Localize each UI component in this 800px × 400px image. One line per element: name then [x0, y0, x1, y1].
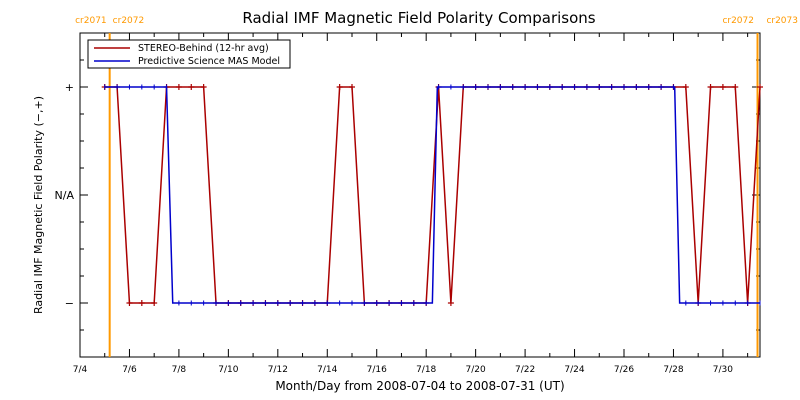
y-axis-label: Radial IMF Magnetic Field Polarity (−,+): [32, 96, 45, 314]
x-tick-label: 7/12: [268, 365, 288, 375]
rotation-marker-right-label: cr2073: [766, 16, 798, 26]
data-point-stereo: [349, 84, 355, 90]
x-tick-label: 7/14: [317, 365, 337, 375]
data-point-stereo: [138, 300, 145, 306]
x-tick-label: 7/16: [367, 365, 387, 375]
data-point-stereo: [126, 300, 133, 306]
data-point-stereo: [336, 84, 343, 90]
legend-box: [87, 39, 291, 69]
data-point-stereo: [151, 300, 158, 306]
x-tick-label: 7/4: [73, 365, 88, 375]
x-tick-label: 7/30: [713, 365, 733, 375]
x-tick-label: 7/18: [416, 365, 436, 375]
series-line-mas: [104, 86, 760, 304]
rotation-marker-left-label: cr2071: [75, 16, 107, 26]
legend-label-stereo: STEREO-Behind (12-hr avg): [138, 43, 269, 54]
series-layer: [101, 84, 763, 306]
data-point-stereo: [707, 84, 714, 90]
x-tick-label: 7/6: [122, 365, 137, 375]
chart-title: Radial IMF Magnetic Field Polarity Compa…: [242, 9, 595, 27]
x-tick-label: 7/26: [614, 365, 634, 375]
y-tick-label: −: [65, 297, 74, 310]
data-point-stereo: [447, 300, 454, 306]
data-point-stereo: [175, 84, 182, 90]
data-point-stereo: [757, 84, 763, 90]
x-tick-label: 7/10: [218, 365, 238, 375]
y-tick-label: +: [65, 81, 74, 94]
x-tick-label: 7/8: [172, 365, 187, 375]
legend-label-mas: Predictive Science MAS Model: [138, 56, 280, 67]
x-axis: 7/4 7/6 7/8 7/10 7/12 7/14 7/16 7/18 7/20 7/22 7/2…: [73, 33, 749, 375]
x-tick-label: 7/28: [663, 365, 683, 375]
data-point-stereo: [719, 84, 726, 90]
x-tick-label: 7/22: [515, 365, 535, 375]
x-axis-label: Month/Day from 2008-07-04 to 2008-07-31 …: [275, 379, 564, 393]
data-point-stereo: [188, 84, 195, 90]
rotation-markers: [108, 33, 759, 357]
data-point-stereo: [732, 84, 739, 90]
x-tick-label: 7/24: [564, 365, 584, 375]
rotation-marker-labels: cr2071 cr2072 cr2072 cr2073: [75, 16, 798, 26]
x-tick-label: 7/20: [466, 365, 486, 375]
plot-frame: [79, 32, 761, 358]
data-point-stereo: [200, 84, 207, 90]
rotation-marker-right-label: cr2072: [113, 16, 145, 26]
legend: STEREO-Behind (12-hr avg) Predictive Sci…: [87, 39, 291, 69]
y-tick-label: N/A: [55, 189, 75, 202]
data-point-stereo: [682, 84, 689, 90]
rotation-marker-left-label: cr2072: [722, 16, 754, 26]
